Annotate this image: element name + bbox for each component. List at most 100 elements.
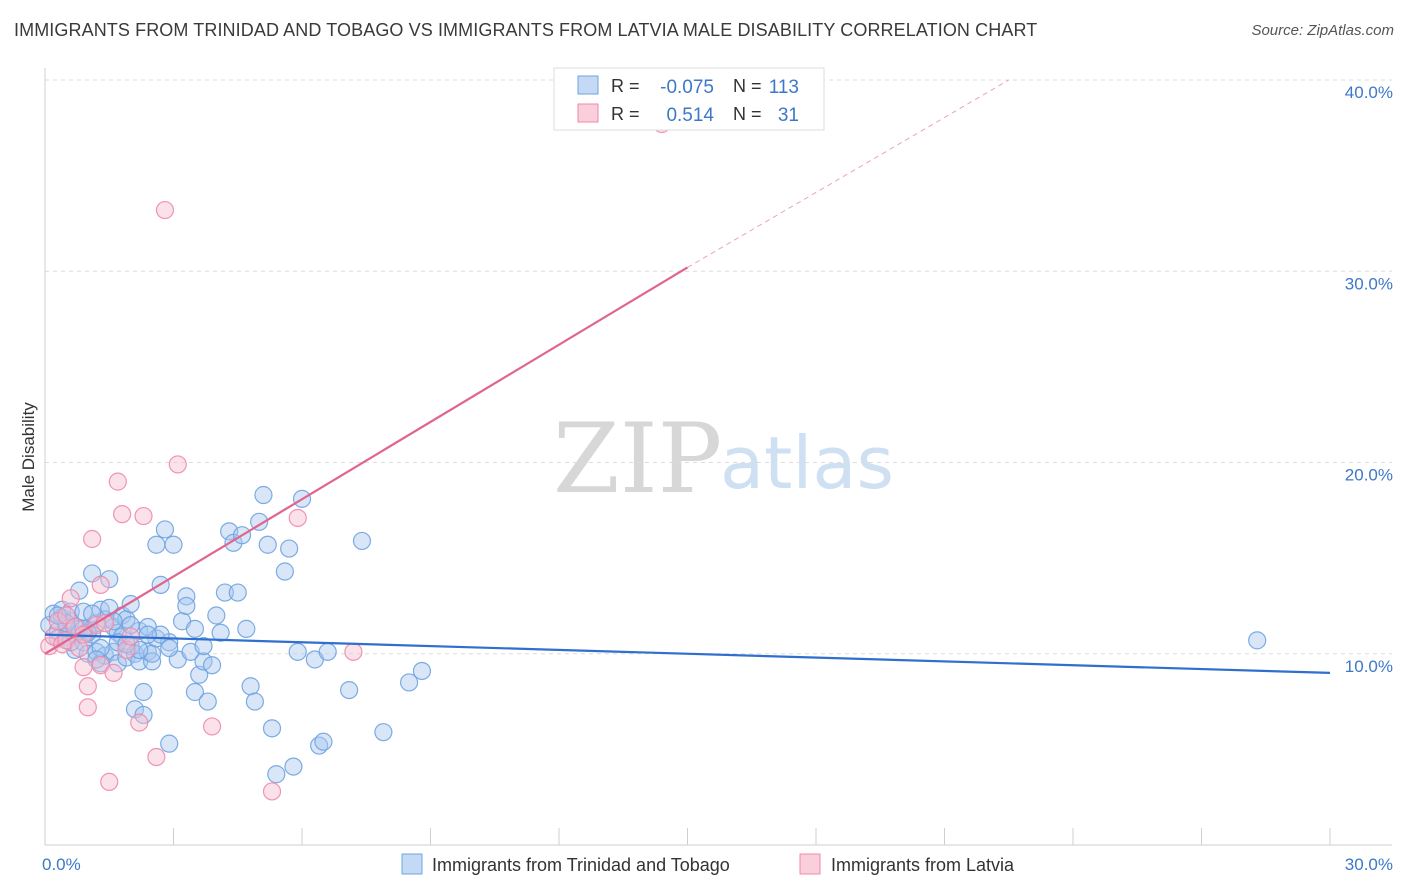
point-trinidad-tobago	[147, 535, 166, 554]
point-trinidad-tobago	[258, 535, 277, 554]
point-trinidad-tobago	[134, 682, 153, 702]
point-trinidad-tobago	[245, 692, 264, 711]
y-axis-title: Male Disability	[19, 402, 38, 512]
point-trinidad-tobago	[202, 656, 222, 675]
point-latvia	[104, 663, 123, 682]
axes	[44, 68, 1392, 846]
x-tick-labels: 0.0% 30.0%	[42, 855, 1393, 874]
point-latvia	[147, 747, 166, 767]
point-trinidad-tobago	[1248, 631, 1267, 650]
point-trinidad-tobago	[194, 636, 213, 656]
point-trinidad-tobago	[194, 652, 213, 671]
point-trinidad-tobago	[177, 587, 196, 606]
y-tick-labels: 10.0% 20.0% 30.0% 40.0%	[1345, 83, 1393, 676]
y-tick-label: 20.0%	[1345, 466, 1393, 485]
point-trinidad-tobago	[185, 682, 205, 702]
source-label: Source: ZipAtlas.com	[1251, 22, 1394, 39]
point-latvia	[83, 529, 102, 549]
point-latvia	[91, 575, 110, 595]
legend-r-label: R =	[611, 104, 640, 124]
point-latvia	[130, 713, 149, 732]
point-trinidad-tobago	[314, 732, 333, 751]
trend-line-latvia	[44, 266, 689, 655]
point-trinidad-tobago	[83, 604, 102, 623]
gridlines	[45, 79, 1392, 655]
legend-n-value: 113	[769, 77, 799, 98]
point-latvia	[134, 506, 153, 526]
legend-n-label: N =	[733, 104, 762, 124]
point-trinidad-tobago	[399, 673, 419, 692]
legend-swatch-pink	[577, 103, 599, 123]
legend-r-value: 0.514	[666, 105, 714, 126]
point-trinidad-tobago	[237, 619, 256, 638]
point-latvia	[61, 589, 80, 608]
series-legend-label: Immigrants from Latvia	[831, 855, 1015, 875]
point-latvia	[78, 677, 97, 696]
point-trinidad-tobago	[288, 642, 307, 661]
x-tick-label: 30.0%	[1345, 855, 1393, 874]
point-trinidad-tobago	[160, 734, 179, 753]
point-trinidad-tobago	[164, 535, 183, 554]
point-latvia	[202, 717, 222, 736]
y-tick-label: 30.0%	[1345, 274, 1393, 293]
trend-lines	[44, 79, 1331, 674]
series-legend-swatch-pink	[799, 853, 821, 875]
point-trinidad-tobago	[318, 642, 337, 661]
point-trinidad-tobago	[352, 531, 372, 551]
point-trinidad-tobago	[284, 757, 303, 776]
point-latvia	[78, 698, 97, 717]
point-latvia	[155, 200, 175, 220]
point-trinidad-tobago	[190, 665, 209, 684]
point-trinidad-tobago	[207, 606, 226, 625]
legend-n-label: N =	[733, 76, 762, 96]
point-latvia	[117, 640, 136, 660]
point-trinidad-tobago	[275, 562, 294, 581]
point-trinidad-tobago	[340, 680, 359, 700]
point-latvia	[100, 772, 119, 791]
point-trinidad-tobago	[254, 485, 273, 505]
point-latvia	[262, 782, 282, 801]
point-latvia	[168, 455, 187, 474]
legend-swatch-blue	[577, 75, 599, 95]
x-ticks	[44, 828, 1331, 845]
chart-title: IMMIGRANTS FROM TRINIDAD AND TOBAGO VS I…	[14, 20, 1038, 40]
point-trinidad-tobago	[228, 583, 247, 602]
point-latvia	[74, 658, 93, 677]
legend-r-label: R =	[611, 76, 640, 96]
point-trinidad-tobago	[412, 661, 432, 681]
point-trinidad-tobago	[142, 652, 162, 671]
stats-legend-box	[553, 67, 825, 131]
point-latvia	[70, 638, 89, 658]
series-legend: Immigrants from Trinidad and Tobago Immi…	[401, 853, 1015, 875]
point-trinidad-tobago	[185, 619, 205, 638]
point-trinidad-tobago	[155, 520, 175, 539]
trend-line-trinidad-tobago	[44, 633, 1331, 674]
legend-r-value: -0.075	[660, 77, 714, 98]
point-latvia	[108, 472, 127, 491]
legend-n-value: 31	[778, 105, 799, 126]
series-legend-swatch-blue	[401, 853, 423, 875]
series-legend-label: Immigrants from Trinidad and Tobago	[432, 855, 730, 875]
point-trinidad-tobago	[177, 596, 196, 616]
y-tick-label: 10.0%	[1345, 657, 1393, 676]
point-latvia	[344, 642, 363, 661]
stats-legend: R = -0.075 N = 113 R = 0.514 N = 31	[553, 67, 825, 131]
point-latvia	[288, 508, 307, 528]
y-tick-label: 40.0%	[1345, 83, 1393, 102]
point-trinidad-tobago	[211, 623, 230, 642]
point-latvia	[112, 505, 132, 524]
x-tick-label: 0.0%	[42, 855, 81, 874]
point-trinidad-tobago	[374, 723, 393, 742]
point-trinidad-tobago	[138, 625, 157, 644]
trend-line-latvia-extension	[687, 79, 1010, 268]
point-trinidad-tobago	[267, 765, 286, 784]
point-trinidad-tobago	[262, 719, 282, 738]
point-trinidad-tobago	[160, 638, 179, 658]
point-trinidad-tobago	[198, 692, 217, 711]
point-trinidad-tobago	[280, 539, 299, 558]
point-trinidad-tobago	[241, 677, 260, 696]
point-trinidad-tobago	[215, 583, 234, 602]
point-trinidad-tobago	[250, 512, 269, 531]
watermark-zip: ZIP	[553, 403, 722, 515]
